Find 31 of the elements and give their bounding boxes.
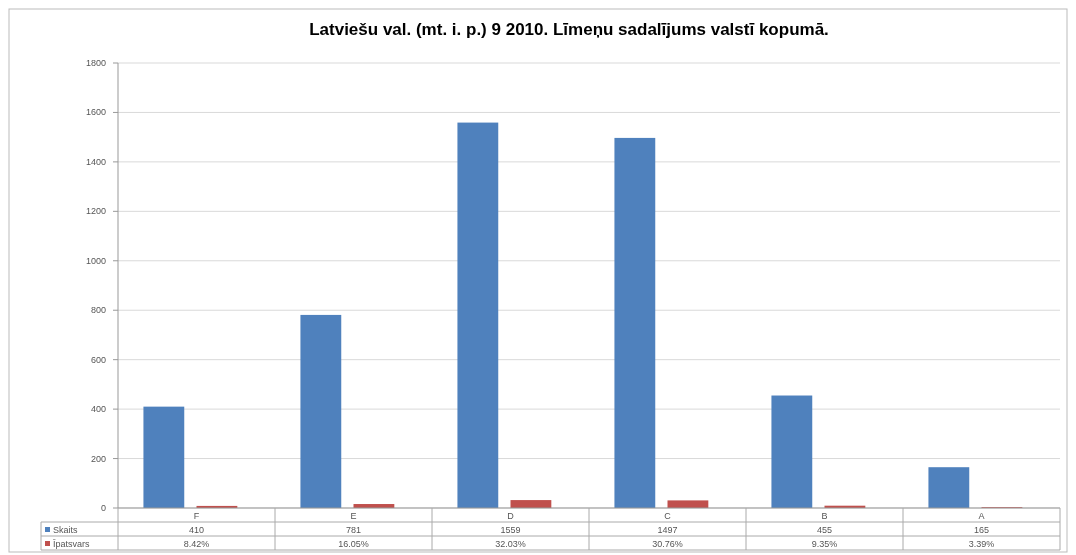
x-tick-label: B [821,511,828,521]
x-tick-label: F [193,511,200,521]
y-tick-label: 400 [90,404,106,415]
data-label: 410 [188,524,205,535]
y-tick-label: 0 [100,503,106,513]
chart-title: Latviešu val. (mt. i. p.) 9 2010. Līmeņu sadalījums valstī kopumā. [309,20,829,39]
data-label: 3.39% [968,538,995,549]
x-tick-label: A [978,511,985,521]
x-tick-label: D [507,511,515,521]
y-tick-label: 1400 [85,156,106,167]
y-tick-label: 200 [90,453,106,464]
y-tick-label: 1600 [85,107,106,118]
y-tick-label: 1000 [85,255,106,266]
y-tick-label: 1800 [85,58,106,68]
legend-label: Skaits [53,524,79,535]
y-tick-label: 1200 [85,206,106,217]
data-label: 8.42% [183,538,210,549]
data-label: 1497 [657,524,678,535]
data-label: 32.03% [495,538,526,549]
y-tick-label: 800 [90,305,106,316]
data-label: 30.76% [652,538,683,549]
x-tick-label: E [350,511,357,521]
legend-label: Īpatsvars [53,538,91,549]
data-label: 165 [973,524,990,535]
y-tick-label: 600 [90,354,106,365]
data-label: 455 [816,524,833,535]
data-label: 1559 [500,524,521,535]
x-tick-label: C [664,511,672,521]
data-label: 781 [345,524,362,535]
data-label: 9.35% [811,538,838,549]
data-label: 16.05% [338,538,369,549]
